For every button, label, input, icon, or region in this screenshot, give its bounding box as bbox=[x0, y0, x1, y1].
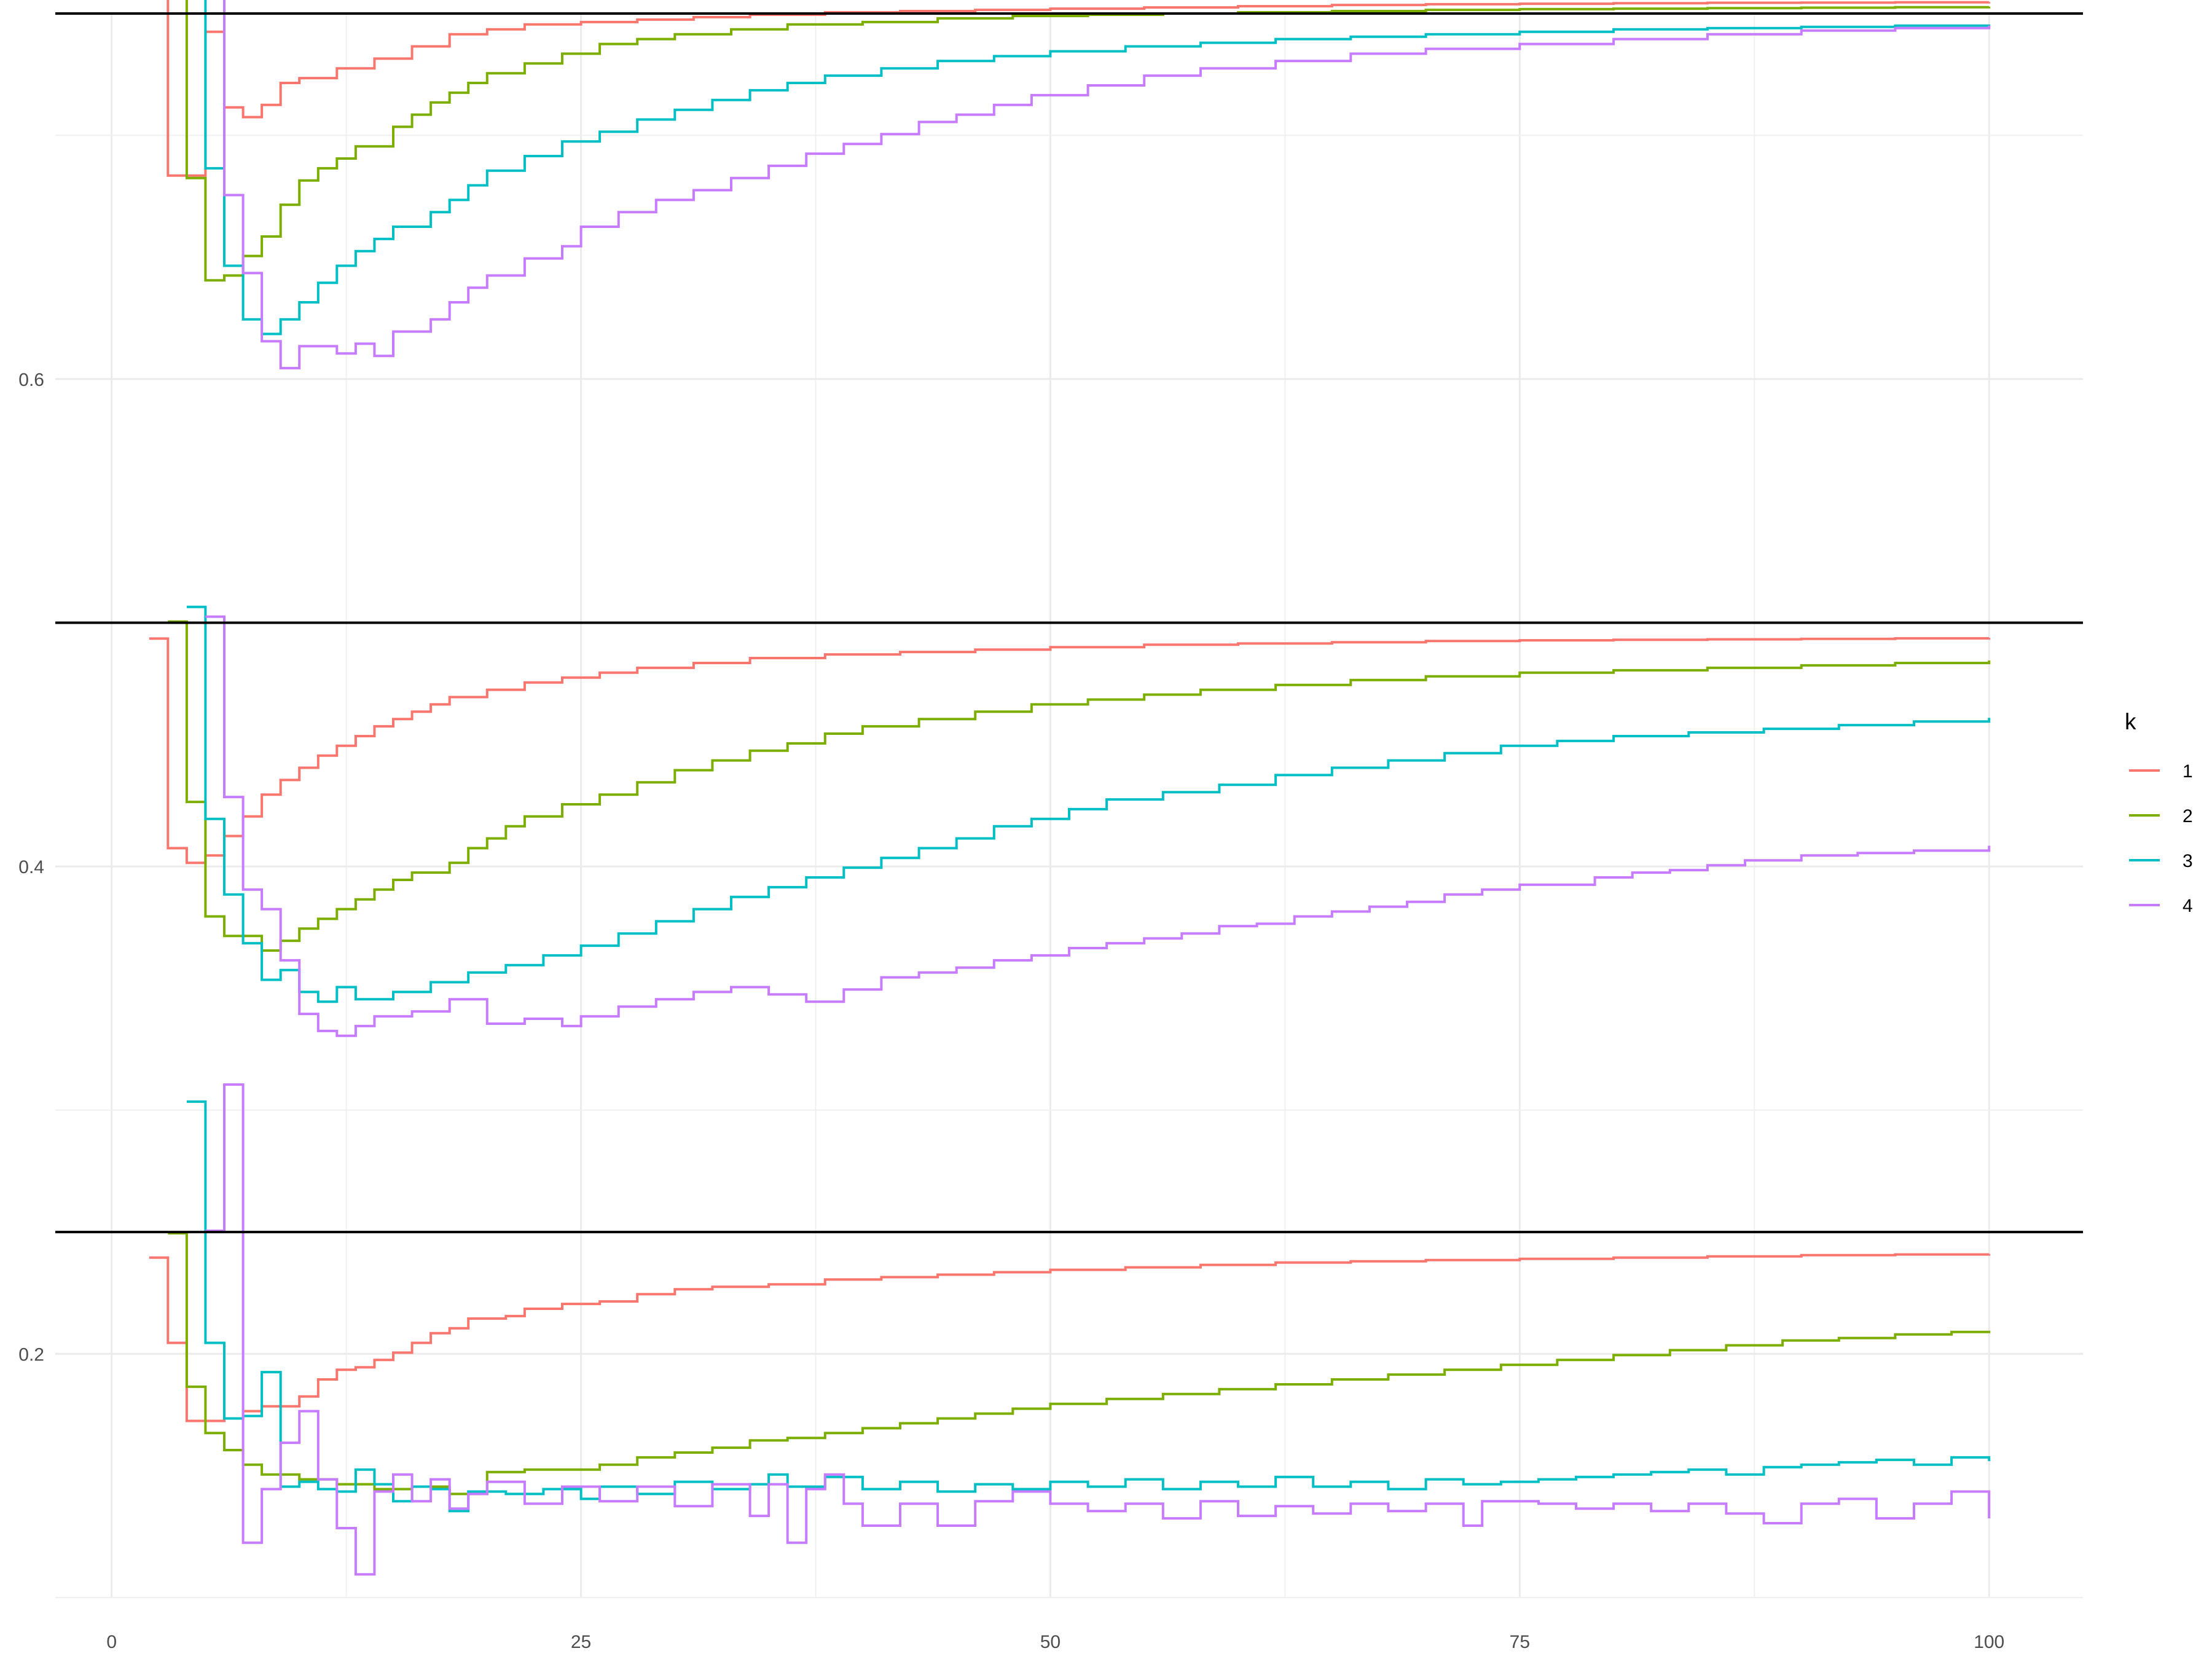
series-line-k2-group-0_25 bbox=[168, 1232, 1991, 1496]
series-line-k4-group-0_25 bbox=[205, 1083, 1991, 1576]
series-line-k2-group-0_75 bbox=[185, 0, 1991, 282]
x-axis-tick-labels: 0 25 50 75 100 bbox=[106, 1632, 2004, 1652]
series-line-k4-group-0_75 bbox=[223, 0, 1991, 370]
x-tick-label: 100 bbox=[1974, 1632, 2004, 1652]
series-line-k3-group-0_25 bbox=[186, 1100, 1991, 1513]
series-line-k3-group-0_75 bbox=[204, 0, 1991, 335]
x-tick-label: 0 bbox=[106, 1632, 117, 1652]
x-tick-label: 75 bbox=[1510, 1632, 1530, 1652]
series-line-k2-group-0_5 bbox=[168, 620, 1991, 952]
series-line-k1-group-0_75 bbox=[167, 0, 1991, 177]
x-tick-label: 50 bbox=[1040, 1632, 1061, 1652]
series-line-k1-group-0_25 bbox=[149, 1253, 1991, 1422]
legend-item-3: 3 bbox=[2129, 851, 2193, 871]
legend-label: 1 bbox=[2183, 761, 2193, 782]
series-line-k1-group-0_5 bbox=[149, 637, 1991, 865]
legend: k 1 2 3 4 bbox=[2125, 709, 2193, 916]
legend-item-2: 2 bbox=[2129, 806, 2193, 826]
legend-label: 4 bbox=[2183, 896, 2193, 916]
legend-items: 1 2 3 4 bbox=[2129, 761, 2193, 916]
legend-title: k bbox=[2125, 709, 2136, 734]
x-tick-label: 25 bbox=[571, 1632, 591, 1652]
legend-label: 2 bbox=[2183, 806, 2193, 826]
y-tick-label: 0.2 bbox=[18, 1344, 44, 1365]
series-lines bbox=[149, 0, 1991, 1576]
y-tick-label: 0.6 bbox=[18, 370, 44, 390]
legend-label: 3 bbox=[2183, 851, 2193, 871]
reference-lines bbox=[55, 12, 2083, 1234]
y-tick-label: 0.4 bbox=[18, 857, 44, 877]
legend-item-1: 1 bbox=[2129, 761, 2193, 782]
legend-item-4: 4 bbox=[2129, 896, 2193, 916]
y-axis-tick-labels: 0.2 0.4 0.6 bbox=[18, 370, 44, 1365]
series-line-k4-group-0_5 bbox=[205, 615, 1991, 1037]
series-line-k3-group-0_5 bbox=[186, 605, 1991, 1003]
